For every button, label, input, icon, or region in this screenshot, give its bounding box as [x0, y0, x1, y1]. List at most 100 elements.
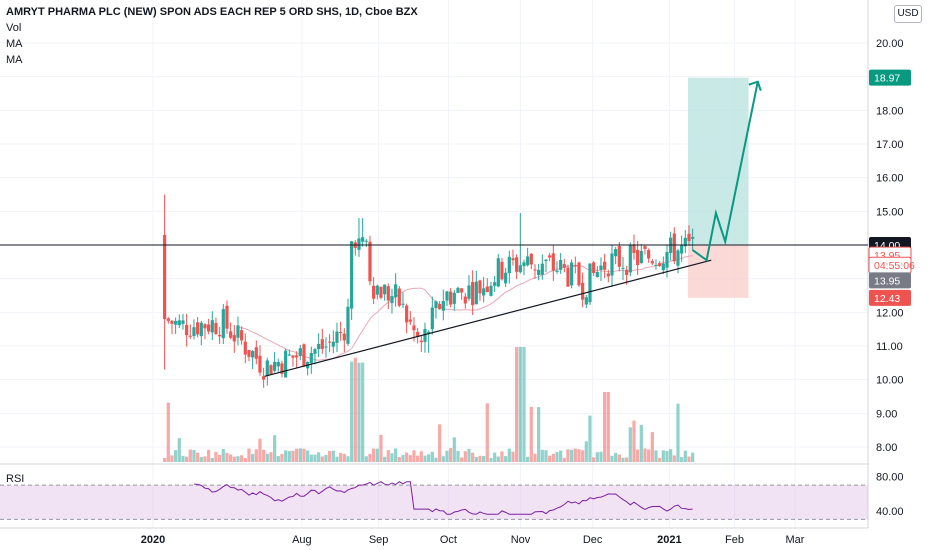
- candle-body: [163, 234, 167, 320]
- volume-bar: [394, 448, 398, 462]
- candle-body: [317, 343, 321, 350]
- currency-button[interactable]: USD: [894, 5, 922, 23]
- volume-bar: [496, 456, 500, 462]
- volume-bar: [471, 452, 475, 462]
- volume-bar: [306, 450, 310, 462]
- volume-bar: [610, 455, 614, 462]
- legend-ma-2[interactable]: MA: [6, 54, 23, 66]
- candle-body: [346, 306, 350, 344]
- candle-body: [489, 285, 493, 296]
- candle-body: [603, 261, 607, 270]
- ma-line: [237, 255, 693, 361]
- volume-bar: [386, 450, 390, 462]
- volume-bar: [350, 361, 354, 462]
- candle-body: [544, 259, 548, 261]
- candle-body: [639, 250, 643, 264]
- volume-bar: [265, 453, 269, 462]
- candle-body: [262, 376, 266, 380]
- rsi-line: [193, 481, 693, 515]
- price-tick-label: 17.00: [876, 139, 904, 151]
- legend-vol[interactable]: Vol: [6, 22, 22, 34]
- candle-body: [364, 240, 368, 242]
- candle-body: [650, 261, 654, 264]
- volume-bar: [412, 450, 416, 462]
- price-label-text: 04:55:06: [874, 260, 915, 272]
- volume-bar: [295, 448, 299, 462]
- volume-bar: [643, 448, 647, 462]
- volume-bar: [603, 392, 607, 462]
- candle-body: [661, 263, 665, 271]
- candle-body: [284, 350, 288, 378]
- volume-bar: [254, 449, 258, 462]
- candle-body: [320, 339, 324, 349]
- candle-body: [375, 285, 379, 295]
- candle-body: [339, 332, 343, 334]
- candle-body: [584, 297, 588, 305]
- candle-body: [251, 351, 255, 358]
- volume-bar: [562, 457, 566, 462]
- candle-body: [460, 288, 464, 293]
- price-label-box: [869, 272, 911, 289]
- candle-body: [350, 241, 354, 309]
- volume-bar: [515, 347, 519, 462]
- candle-body: [419, 340, 423, 343]
- time-tick-label: Aug: [292, 534, 312, 546]
- candle-body: [210, 320, 214, 333]
- candle-body: [372, 285, 376, 299]
- candle-body: [540, 263, 544, 275]
- candle-body: [445, 291, 449, 301]
- volume-bar: [606, 392, 610, 462]
- candle-body: [361, 237, 365, 242]
- candle-body: [276, 361, 280, 367]
- candle-body: [236, 325, 240, 338]
- candle-body: [196, 322, 200, 335]
- volume-bar: [243, 457, 247, 462]
- candle-body: [273, 361, 277, 371]
- projection-arrowhead: [748, 80, 762, 92]
- volume-bar: [599, 451, 603, 462]
- symbol-title[interactable]: AMRYT PHARMA PLC (NEW) SPON ADS EACH REP…: [6, 6, 418, 18]
- volume-bar: [592, 457, 596, 462]
- candle-body: [456, 287, 460, 293]
- candle-body: [537, 269, 541, 276]
- volume-bar: [551, 453, 555, 462]
- candle-body: [592, 262, 596, 273]
- candle-body: [496, 258, 500, 287]
- candle-body: [588, 263, 592, 303]
- price-label-box: [869, 289, 911, 306]
- volume-bar: [474, 456, 478, 462]
- candle-body: [526, 256, 530, 266]
- price-tick-label: 18.00: [876, 105, 904, 117]
- volume-bar: [298, 448, 302, 462]
- volume-bar: [170, 455, 174, 462]
- volume-bar: [375, 448, 379, 462]
- candle-body: [280, 363, 284, 374]
- candle-body: [405, 305, 409, 323]
- volume-bar: [353, 357, 357, 462]
- candle-body: [529, 253, 533, 265]
- candle-body: [423, 328, 427, 342]
- volume-bars: [163, 347, 695, 462]
- drawings: [0, 80, 868, 377]
- volume-bar: [196, 452, 200, 462]
- volume-bar: [174, 450, 178, 462]
- candle-body: [174, 320, 178, 325]
- rsi-label[interactable]: RSI: [6, 473, 25, 485]
- volume-bar: [434, 457, 438, 462]
- rsi-pane: [0, 481, 868, 520]
- volume-bar: [342, 453, 346, 462]
- volume-bar: [647, 449, 651, 462]
- candle-body: [342, 333, 346, 341]
- volume-bar: [625, 457, 629, 462]
- candle-body: [562, 264, 566, 268]
- volume-bar: [181, 455, 185, 462]
- volume-bar: [273, 435, 277, 462]
- volume-bar: [632, 420, 636, 462]
- volume-bar: [346, 456, 350, 462]
- time-tick-label: 2021: [657, 534, 681, 546]
- legend-ma-1[interactable]: MA: [6, 38, 23, 50]
- candle-body: [287, 354, 291, 356]
- candle-body: [595, 272, 599, 278]
- volume-bar: [368, 453, 372, 462]
